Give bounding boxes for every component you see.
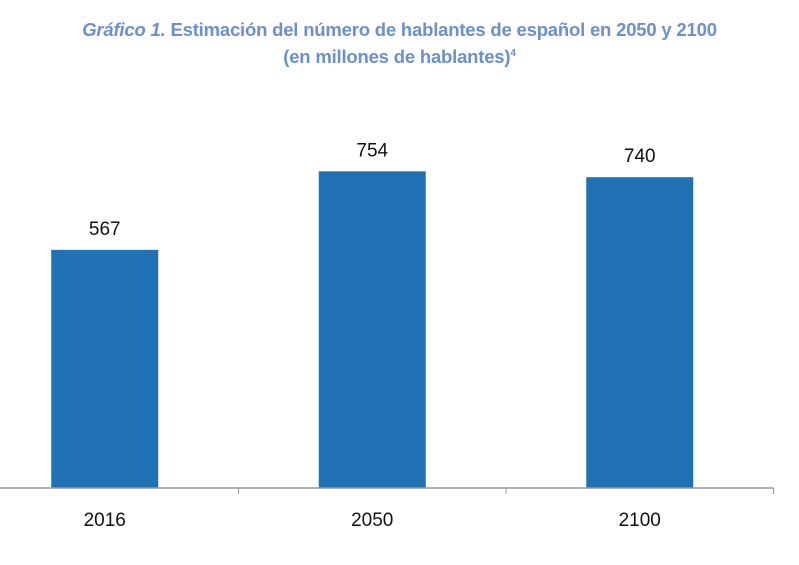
data-label-2016: 567 [89, 219, 121, 240]
x-tick-label-2100: 2100 [619, 510, 661, 531]
x-tick-label-2016: 2016 [84, 510, 126, 531]
data-label-2050: 754 [356, 140, 388, 161]
chart-title: Gráfico 1. Estimación del número de habl… [0, 18, 799, 69]
subtitle-text: (en millones de hablantes) [283, 46, 511, 68]
title-text: Estimación del número de hablantes de es… [170, 19, 717, 40]
footnote-marker: 4 [510, 48, 516, 59]
x-tick-label-2050: 2050 [351, 510, 393, 531]
bar-2100 [586, 177, 694, 488]
title-prefix: Gráfico 1. [82, 19, 166, 40]
bar-2016 [51, 249, 159, 488]
data-label-2100: 740 [624, 146, 656, 167]
bar-2050 [318, 171, 426, 488]
